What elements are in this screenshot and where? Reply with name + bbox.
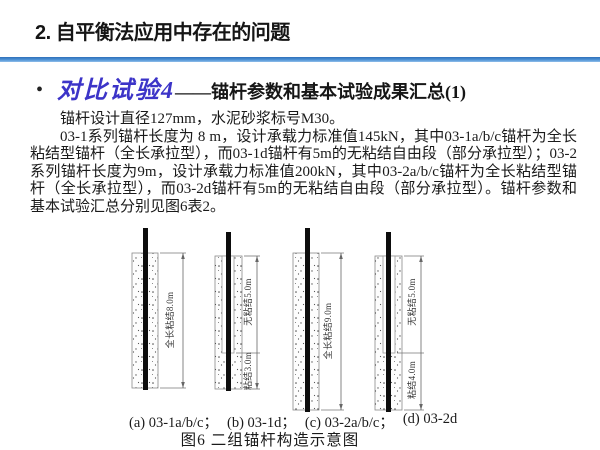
arrowhead-up [255,256,259,262]
anchor-rod [143,228,148,390]
arrowhead-up [181,253,185,259]
body-text-block: 锚杆设计直径127mm，水泥砂浆标号M30。 03-1系列锚杆长度为 8 m，设… [30,111,577,216]
sublabel-a: (a) 03-1a/b/c； [129,415,218,431]
accent-divider-rule [0,57,600,62]
bullet-suffix: ——锚杆参数和基本试验成果汇总(1) [175,82,467,102]
dim-label-bonded-9m: 全长粘结9.0m [322,303,333,360]
diagram-a: 全长粘结8.0m [131,228,186,390]
arrowhead-down [339,404,343,410]
sublabel-d: (d) 03-2d [402,411,458,427]
arrowhead-down [255,383,259,389]
dim-label-unbonded-5m: 无粘结5.0m [406,278,417,325]
dim-label-unbonded-5m: 无粘结5.0m [242,278,253,325]
dim-label-bonded-3m: 粘结3.0m [242,352,253,390]
page-title: 2. 自平衡法应用中存在的问题 [35,22,290,44]
sublabel-b: (b) 03-1d； [226,415,296,431]
bullet-topic: 对比试验4 [57,78,176,104]
body-paragraph-1: 锚杆设计直径127mm，水泥砂浆标号M30。 [60,111,345,127]
arrowhead-down [419,404,423,410]
anchor-construction-diagram: 全长粘结8.0m 无粘结5.0m 粘结3.0m [131,228,424,412]
sublabel-c: (c) 03-2a/b/c； [304,415,394,431]
arrowhead-down [181,382,185,388]
arrowhead-up [419,256,423,262]
diagram-c: 全长粘结9.0m [292,228,344,412]
dim-label-bonded-4m: 粘结4.0m [406,361,417,399]
dim-label-bonded-8m: 全长粘结8.0m [164,292,175,349]
anchor-rod [386,232,391,412]
bullet-heading: • 对比试验4 ——锚杆参数和基本试验成果汇总(1) [36,70,576,105]
diagram-b: 无粘结5.0m 粘结3.0m [214,232,260,391]
diagram-d: 无粘结5.0m 粘结4.0m [374,232,424,412]
body-paragraph-2: 03-1系列锚杆长度为 8 m，设计承载力标准值145kN，其中03-1a/b/… [30,128,577,215]
anchor-rod [226,232,231,391]
figure-caption: 图6 二组锚杆构造示意图 [180,432,360,449]
anchor-rod [305,228,310,412]
figure-sublabels-row: (a) 03-1a/b/c； (b) 03-1d； (c) 03-2a/b/c；… [129,411,457,432]
arrowhead-up [339,253,343,259]
bullet-marker-icon: • [36,79,44,101]
